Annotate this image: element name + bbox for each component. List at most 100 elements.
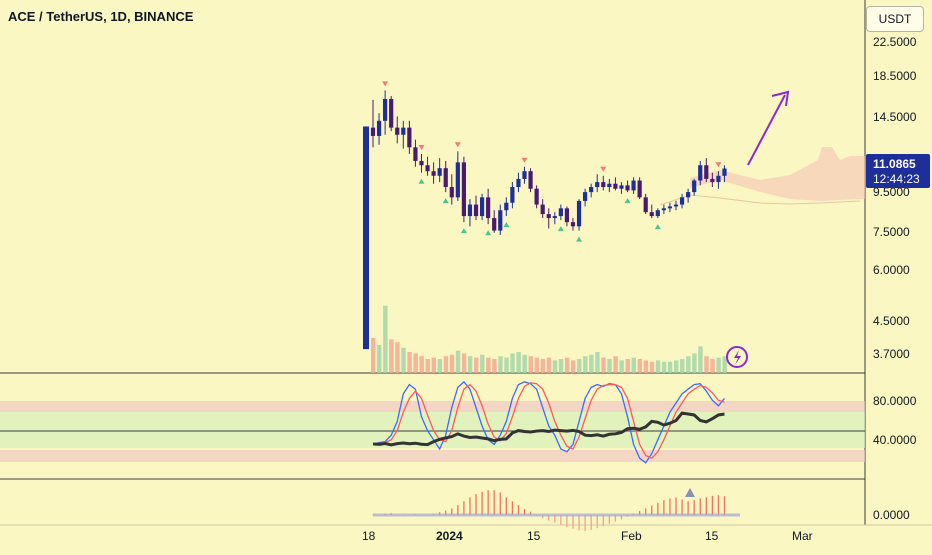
volume-bar	[686, 356, 691, 373]
volume-bar	[534, 357, 540, 373]
volume-bar	[613, 356, 618, 373]
spike-layer	[363, 126, 369, 350]
volume-bar	[377, 345, 382, 373]
candle-body	[649, 212, 654, 217]
volume-bar	[601, 357, 606, 373]
volume-bar	[474, 357, 479, 373]
price-tick: 9.5000	[873, 185, 910, 199]
volume-bar	[504, 357, 509, 373]
volume-bar	[643, 360, 649, 373]
volume-bar	[704, 356, 709, 373]
volume-bar	[564, 357, 570, 373]
candle-body	[492, 218, 497, 231]
volume-bar	[680, 359, 685, 373]
candle-body	[583, 192, 588, 201]
candle-body	[570, 222, 576, 227]
volume-bar	[516, 352, 521, 373]
candle-body	[589, 187, 594, 193]
candle-body	[449, 187, 454, 198]
stoch-axis: 80.0000 40.0000	[873, 394, 917, 447]
candle-body	[443, 168, 448, 188]
macd-tick: 0.0000	[873, 508, 910, 522]
volume-bar	[467, 356, 473, 373]
candle-body	[692, 180, 697, 193]
price-tick: 22.5000	[873, 35, 917, 49]
countdown: 12:44:23	[873, 172, 920, 186]
candle-body	[383, 98, 388, 121]
candle-body	[516, 178, 521, 188]
candle-body	[673, 204, 679, 207]
last-price-badge: 11.0865 12:44:23	[866, 154, 930, 188]
candle-body	[716, 175, 721, 183]
price-tick: 3.7000	[873, 347, 910, 361]
fractal-up	[715, 162, 722, 168]
candle-body	[437, 168, 442, 176]
candle-body	[370, 127, 376, 136]
volume-bar	[722, 356, 727, 373]
candle-body	[461, 162, 466, 217]
candle-body	[413, 147, 418, 161]
volume-bar	[395, 342, 400, 373]
fractal-down	[624, 198, 631, 204]
volume-bar	[540, 359, 546, 373]
volume-bar	[492, 359, 497, 373]
candle-body	[607, 183, 612, 188]
volume-bar	[692, 353, 697, 373]
candle-body	[504, 202, 509, 211]
volume-bar	[413, 353, 418, 373]
candle-body	[710, 178, 715, 183]
currency-selector[interactable]: USDT	[866, 6, 924, 32]
volume-bar	[661, 361, 667, 373]
volume-bar	[698, 346, 703, 373]
candle-body	[522, 171, 527, 179]
volume-layer	[371, 305, 727, 373]
price-tick: 14.5000	[873, 110, 917, 124]
volume-bar	[546, 357, 552, 373]
volume-bar	[649, 361, 655, 373]
volume-bar	[528, 356, 533, 373]
last-price: 11.0865	[873, 157, 916, 171]
stoch-lines	[372, 380, 725, 464]
volume-bar	[480, 354, 485, 373]
volume-bar	[425, 359, 430, 373]
time-tick: Feb	[621, 529, 642, 543]
volume-bar	[522, 354, 527, 373]
candle-body	[613, 183, 618, 189]
candle-body	[510, 187, 515, 203]
price-tick: 18.5000	[873, 69, 917, 83]
candle-body	[679, 197, 685, 205]
time-tick: 18	[362, 529, 376, 543]
volume-bar	[510, 353, 515, 373]
time-axis: 18 2024 15 Feb 15 Mar	[362, 529, 813, 543]
candles-layer	[370, 90, 727, 235]
price-axis: 22.5000 18.5000 14.5000 9.5000 7.5000 6.…	[873, 35, 917, 361]
fractal-down	[485, 230, 492, 236]
candle-body	[704, 165, 709, 179]
volume-bar	[419, 356, 424, 373]
lightning-icon[interactable]	[726, 346, 748, 368]
candle-body	[655, 210, 660, 217]
stoch-bands	[0, 401, 865, 462]
volume-bar	[461, 353, 467, 373]
volume-bar	[371, 338, 376, 373]
volume-bar	[407, 352, 412, 373]
candle-body	[667, 206, 673, 209]
volume-bar	[570, 360, 576, 373]
stoch-k-line	[372, 380, 725, 464]
candle-body	[486, 197, 491, 219]
volume-bar	[558, 359, 564, 373]
candle-body	[419, 160, 424, 166]
volume-bar	[589, 354, 594, 373]
volume-bar	[498, 356, 503, 373]
volume-bar	[583, 356, 588, 373]
volume-bar	[552, 360, 558, 373]
volume-bar	[631, 357, 636, 373]
time-tick: Mar	[792, 529, 813, 543]
volume-bar	[619, 360, 624, 373]
volume-bar	[455, 350, 461, 373]
candle-body	[479, 197, 485, 217]
fractal-down	[442, 198, 449, 204]
candle-body	[661, 208, 666, 211]
